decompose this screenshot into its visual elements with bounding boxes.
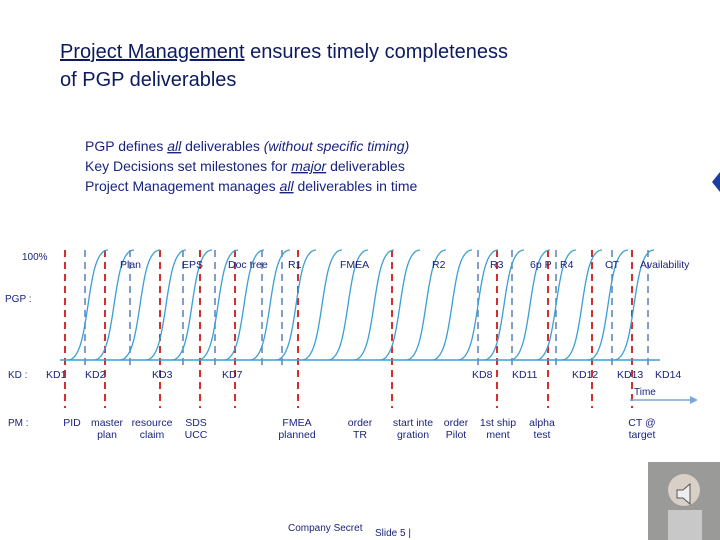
hundred-label: 100% — [22, 252, 48, 263]
s-curve — [327, 249, 369, 361]
s-curve — [431, 249, 473, 361]
s-curve — [67, 249, 109, 361]
pm-label: start inte — [393, 417, 433, 429]
deliverable-label: R1 — [288, 259, 302, 271]
pm-label: plan — [97, 429, 117, 441]
bullet: Key Decisions set milestones for major d… — [85, 158, 405, 174]
seg: (without specific timing) — [264, 138, 410, 154]
kd-label: KD12 — [572, 369, 598, 381]
footer-secret: Company Secret — [288, 523, 363, 534]
s-curve — [93, 249, 135, 361]
pm-label: FMEA — [282, 417, 311, 429]
row-label: PM : — [8, 418, 29, 429]
title-rest: ensures timely completeness — [245, 41, 508, 63]
speaker-icon — [676, 482, 691, 506]
s-curve — [457, 249, 499, 361]
pm-label: order — [348, 417, 373, 429]
s-curve — [405, 249, 447, 361]
kd-label: KD3 — [152, 369, 173, 381]
s-curve — [223, 249, 265, 361]
seg: PGP defines — [85, 138, 167, 154]
s-curve — [353, 249, 395, 361]
pm-label: UCC — [185, 429, 208, 441]
s-curve — [197, 249, 239, 361]
footer-slide: Slide 5 | — [375, 528, 411, 539]
s-curve — [587, 249, 629, 361]
bullet: PGP defines all deliverables (without sp… — [85, 138, 409, 154]
pm-label: test — [534, 429, 551, 441]
s-curves — [67, 249, 655, 361]
seg: all — [280, 178, 295, 194]
seg: major — [291, 158, 327, 174]
title-line2: of PGP deliverables — [60, 69, 236, 91]
deliverable-label: CT — [605, 259, 620, 271]
photo-body — [668, 510, 702, 540]
seg: deliverables in time — [294, 178, 418, 194]
deliverable-label: FMEA — [340, 259, 369, 271]
title-line1: Project Management ensures timely comple… — [60, 41, 508, 63]
kd-label: KD8 — [472, 369, 493, 381]
pm-label: order — [444, 417, 469, 429]
kd-label: KD1 — [46, 369, 67, 381]
s-curve — [379, 249, 421, 361]
timeline-lines — [64, 250, 649, 408]
s-curve — [119, 249, 161, 361]
pm-label: CT @ — [628, 417, 655, 429]
kd-label: KD13 — [617, 369, 643, 381]
seg: deliverables — [181, 138, 264, 154]
s-curve — [535, 249, 577, 361]
deliverable-label: Doc tree — [228, 259, 268, 271]
deliverable-label: Plan — [120, 259, 141, 271]
kd-label: KD11 — [512, 369, 538, 381]
s-curve — [171, 249, 213, 361]
deliverable-label: 6p P — [530, 259, 552, 271]
pm-label: ment — [486, 429, 509, 441]
time-arrowhead — [690, 396, 698, 404]
pm-label: resource — [132, 417, 173, 429]
pm-label: 1st ship — [480, 417, 516, 429]
row-label: KD : — [8, 370, 27, 381]
kd-label: KD2 — [85, 369, 106, 381]
s-curve — [509, 249, 551, 361]
seg: deliverables — [326, 158, 405, 174]
s-curve — [145, 249, 187, 361]
pm-label: target — [629, 429, 656, 441]
s-curve — [561, 249, 603, 361]
s-curve — [275, 249, 317, 361]
deliverable-label: EPS — [182, 259, 203, 271]
pm-label: PID — [63, 417, 81, 429]
kd-label: KD14 — [655, 369, 681, 381]
pm-label: SDS — [185, 417, 207, 429]
seg: Key Decisions set milestones for — [85, 158, 291, 174]
pm-label: TR — [353, 429, 367, 441]
time-label: Time — [634, 387, 656, 398]
bullet: Project Management manages all deliverab… — [85, 178, 418, 194]
pm-label: Pilot — [446, 429, 467, 441]
s-curve — [483, 249, 525, 361]
pm-label: gration — [397, 429, 429, 441]
row-label: PGP : — [5, 294, 32, 305]
pm-label: master — [91, 417, 124, 429]
deliverable-label: R3 — [490, 259, 504, 271]
s-curve — [613, 249, 655, 361]
deliverable-label: Availability — [640, 259, 690, 271]
seg: all — [167, 138, 182, 154]
pm-label: claim — [140, 429, 165, 441]
title-highlight: Project Management — [60, 41, 245, 63]
deliverable-label: R4 — [560, 259, 574, 271]
pm-label: alpha — [529, 417, 555, 429]
pm-label: planned — [278, 429, 316, 441]
s-curve — [301, 249, 343, 361]
kd-label: KD7 — [222, 369, 243, 381]
deliverable-label: R2 — [432, 259, 446, 271]
edge-marker — [712, 172, 720, 192]
seg: Project Management manages — [85, 178, 280, 194]
s-curve — [249, 249, 291, 361]
